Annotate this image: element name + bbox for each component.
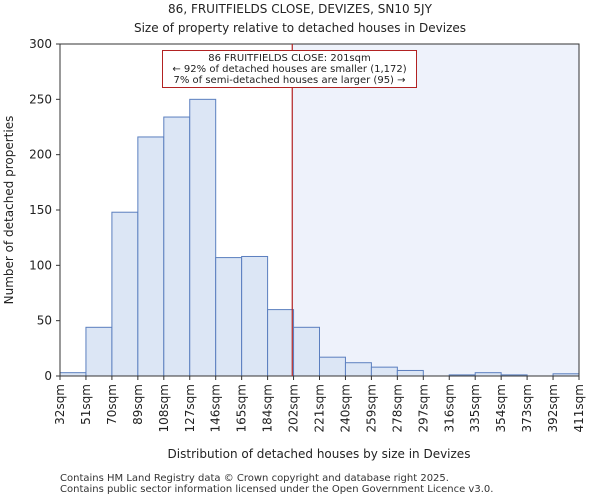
x-tick-label: 297sqm bbox=[416, 384, 430, 432]
histogram-bar bbox=[163, 116, 191, 377]
y-tick-label: 50 bbox=[37, 314, 52, 328]
x-tick-label: 70sqm bbox=[105, 384, 119, 425]
x-tick-label: 108sqm bbox=[157, 384, 171, 432]
chart-title: 86, FRUITFIELDS CLOSE, DEVIZES, SN10 5JY bbox=[168, 2, 432, 16]
x-tick-label: 335sqm bbox=[468, 384, 482, 432]
y-tick-label: 300 bbox=[29, 37, 52, 51]
footer-line-2: Contains public sector information licen… bbox=[60, 484, 494, 495]
footer-line-1: Contains HM Land Registry data © Crown c… bbox=[60, 473, 449, 484]
x-tick-label: 32sqm bbox=[53, 384, 67, 425]
histogram-bar bbox=[189, 98, 217, 377]
x-tick-label: 392sqm bbox=[546, 384, 560, 432]
histogram-bar bbox=[85, 326, 113, 377]
histogram-bar bbox=[319, 356, 346, 377]
x-tick-label: 127sqm bbox=[183, 384, 197, 432]
histogram-bar bbox=[293, 326, 320, 377]
y-tick-label: 0 bbox=[44, 369, 52, 383]
larger-region-shade bbox=[292, 44, 579, 376]
x-tick-label: 240sqm bbox=[338, 384, 352, 432]
x-tick-label: 354sqm bbox=[494, 384, 508, 432]
y-tick-label: 150 bbox=[29, 203, 52, 217]
x-tick-label: 202sqm bbox=[287, 384, 301, 432]
histogram-bar bbox=[370, 366, 398, 377]
histogram-bar bbox=[111, 211, 139, 377]
y-tick-label: 250 bbox=[29, 92, 52, 106]
annotation-line-2: ← 92% of detached houses are smaller (1,… bbox=[172, 64, 407, 75]
annotation-line-1: 86 FRUITFIELDS CLOSE: 201sqm bbox=[208, 53, 371, 64]
x-axis-label: Distribution of detached houses by size … bbox=[168, 447, 471, 461]
x-tick-label: 184sqm bbox=[261, 384, 275, 432]
annotation-box: 86 FRUITFIELDS CLOSE: 201sqm ← 92% of de… bbox=[162, 50, 417, 88]
histogram-bar bbox=[137, 136, 165, 377]
histogram-bar bbox=[344, 362, 372, 377]
histogram-bar bbox=[241, 255, 269, 377]
y-tick-label: 200 bbox=[29, 148, 52, 162]
histogram-bar bbox=[396, 369, 424, 377]
x-tick-label: 278sqm bbox=[390, 384, 404, 432]
y-axis-label: Number of detached properties bbox=[2, 116, 16, 305]
x-tick-label: 373sqm bbox=[520, 384, 534, 432]
x-tick-label: 411sqm bbox=[572, 384, 586, 432]
x-tick-label: 221sqm bbox=[313, 384, 327, 432]
annotation-line-3: 7% of semi-detached houses are larger (9… bbox=[173, 75, 406, 86]
x-tick-label: 146sqm bbox=[209, 384, 223, 432]
x-tick-label: 89sqm bbox=[131, 384, 145, 425]
histogram-bar bbox=[215, 257, 243, 377]
x-tick-label: 259sqm bbox=[364, 384, 378, 432]
x-tick-label: 51sqm bbox=[79, 384, 93, 425]
y-tick-label: 100 bbox=[29, 258, 52, 272]
chart-subtitle: Size of property relative to detached ho… bbox=[133, 21, 467, 35]
x-tick-label: 316sqm bbox=[442, 384, 456, 432]
histogram-bar bbox=[267, 309, 295, 377]
x-tick-label: 165sqm bbox=[235, 384, 249, 432]
